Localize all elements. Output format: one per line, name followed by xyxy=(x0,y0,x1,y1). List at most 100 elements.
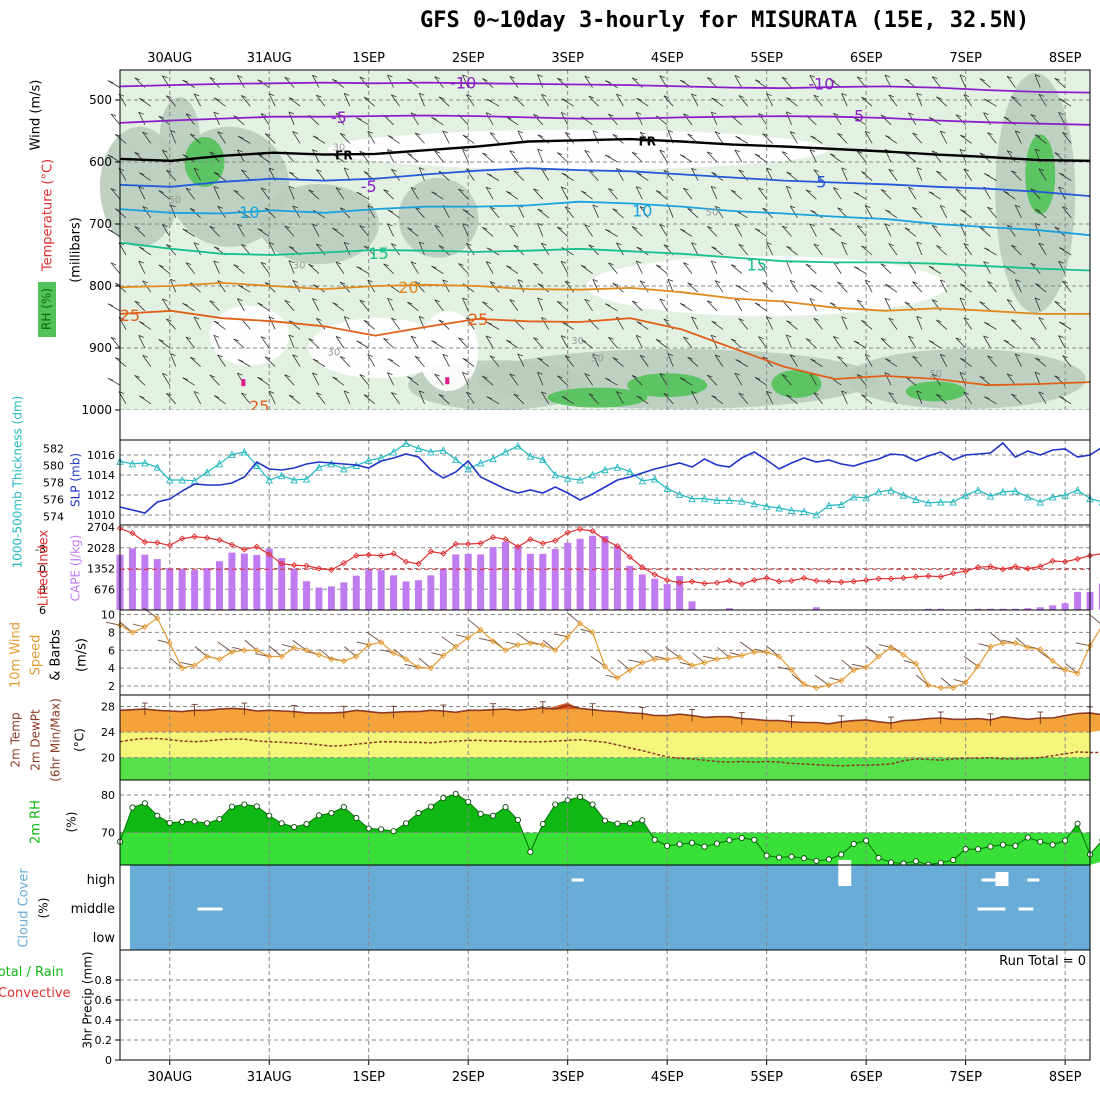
temp-tick-label: 28 xyxy=(101,701,115,714)
wind-barb xyxy=(257,153,270,163)
wind-barb xyxy=(391,243,400,256)
wind-barb xyxy=(139,395,152,405)
wind-barb xyxy=(335,261,345,274)
cape-bar xyxy=(240,553,248,610)
wind-barb-flag xyxy=(209,77,215,80)
wind-barb xyxy=(1011,170,1022,181)
lifted-index-point xyxy=(800,574,808,582)
lifted-index-point xyxy=(154,539,161,546)
wind-barb-flag xyxy=(217,354,223,358)
wind-barb xyxy=(1038,391,1047,405)
thickness-point xyxy=(613,463,622,471)
wind-barb-flag xyxy=(209,374,215,378)
wind-barb xyxy=(343,242,351,256)
wind-barb xyxy=(185,336,195,349)
wind-barb-flag xyxy=(391,243,397,247)
pressure-tick-label: 600 xyxy=(89,155,112,169)
wind-barb xyxy=(789,280,798,293)
wind-barb-flag xyxy=(904,227,911,231)
wind-barb xyxy=(110,188,121,200)
top-day-label: 30AUG xyxy=(147,51,192,66)
wind-barb xyxy=(635,260,643,274)
rh2m-point xyxy=(490,812,497,819)
wind-barb-flag xyxy=(560,335,567,339)
wind-barb xyxy=(616,391,624,404)
surface-wind-barb xyxy=(717,647,730,658)
wind-barb-flag xyxy=(963,94,969,97)
wind-speed-point xyxy=(129,629,136,636)
wind-barb-flag xyxy=(139,321,145,324)
wind-barb-flag xyxy=(332,302,338,305)
cape-tick-label: 2028 xyxy=(87,542,115,555)
wind-barb xyxy=(837,133,848,144)
wind-barb-flag xyxy=(632,77,638,81)
lifted-index-point xyxy=(813,577,820,584)
wind-barb xyxy=(888,317,898,330)
wind-barb xyxy=(679,228,693,237)
wind-barb-flag xyxy=(115,208,121,212)
wind-speed-point xyxy=(253,647,260,654)
wind-barb-flag xyxy=(431,191,437,195)
wind-barb-flag xyxy=(884,297,891,301)
wind-barb xyxy=(458,263,469,274)
wind-barb xyxy=(663,95,674,107)
wind-barb-flag xyxy=(959,148,966,152)
wind-barb-flag xyxy=(810,135,816,139)
wind-barb-flag xyxy=(1062,355,1068,358)
wind-barb xyxy=(557,152,568,163)
wind-barb xyxy=(683,187,693,200)
wind-barb-flag xyxy=(680,303,686,306)
wind-barb-flag xyxy=(162,149,168,153)
wind-barb-flag xyxy=(687,133,693,137)
wind-unit-axis-label: (m/s) xyxy=(75,638,90,672)
slp-tick-label: 1010 xyxy=(87,509,115,522)
thickness-point xyxy=(924,498,933,507)
wind-barb-flag xyxy=(959,372,966,375)
wind-barb xyxy=(339,133,351,144)
wind-barb-flag xyxy=(489,206,496,210)
wind-barb xyxy=(608,337,618,349)
wind-barb-flag xyxy=(387,74,393,78)
rh2m-point xyxy=(788,853,795,860)
wind-barb xyxy=(1030,337,1041,349)
wind-barb-flag xyxy=(762,356,768,360)
rh2m-point xyxy=(328,810,335,817)
wind-barb-flag xyxy=(1003,190,1009,194)
wind-barb-flag xyxy=(1054,301,1060,304)
lifted-index-point xyxy=(564,529,571,536)
wind-barb xyxy=(1003,339,1016,349)
wind-barb xyxy=(438,96,450,107)
wind-barb-flag xyxy=(581,339,587,343)
wind-barb-flag xyxy=(214,395,220,398)
wind-barb-flag xyxy=(805,338,812,342)
chart-title: GFS 0~10day 3-hourly for MISURATA (15E, … xyxy=(420,8,1030,33)
wind-barb-flag xyxy=(486,98,493,102)
wind-barb xyxy=(383,337,394,349)
cape-bar xyxy=(464,553,472,610)
surface-wind-barb xyxy=(516,632,531,644)
rh-contour-label: 30 xyxy=(571,336,584,347)
wind-speed-point xyxy=(800,681,808,688)
wind-barb-flag xyxy=(612,357,618,360)
wind-barb-flag xyxy=(987,206,993,210)
cape-bar xyxy=(1061,603,1069,610)
wind-barb-flag xyxy=(561,396,567,399)
wind-barb-flag xyxy=(414,355,421,359)
wind-barb-flag xyxy=(786,320,792,324)
wind-barb-flag xyxy=(592,130,599,133)
wind-speed-point xyxy=(427,665,435,672)
thickness-point xyxy=(651,475,659,483)
cape-bar xyxy=(290,568,298,610)
wind-barb xyxy=(139,246,152,256)
wind-barb-flag xyxy=(434,224,440,228)
wind-barb-flag xyxy=(182,228,188,232)
wind-barb xyxy=(264,356,276,367)
lifted-index-point xyxy=(850,578,857,585)
cape-bar xyxy=(1024,608,1032,610)
wind-barb xyxy=(639,355,649,367)
cape-tick-label: 2704 xyxy=(87,521,115,534)
wind-barb xyxy=(115,208,127,219)
cape-bar xyxy=(303,581,311,610)
rh2m-point xyxy=(402,820,410,827)
wind-barb-flag xyxy=(190,356,196,360)
